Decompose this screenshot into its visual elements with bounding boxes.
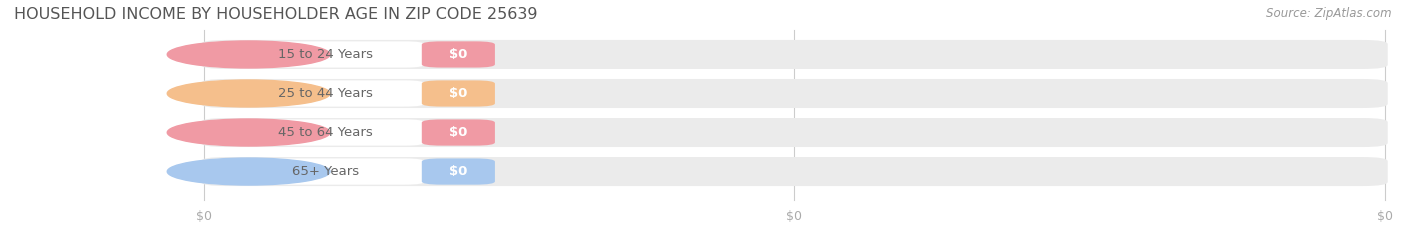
FancyBboxPatch shape (201, 157, 1388, 186)
Text: 45 to 64 Years: 45 to 64 Years (278, 126, 373, 139)
FancyBboxPatch shape (422, 119, 495, 146)
Circle shape (167, 80, 330, 107)
FancyBboxPatch shape (205, 41, 425, 68)
Text: 15 to 24 Years: 15 to 24 Years (278, 48, 373, 61)
FancyBboxPatch shape (201, 40, 1388, 69)
Text: HOUSEHOLD INCOME BY HOUSEHOLDER AGE IN ZIP CODE 25639: HOUSEHOLD INCOME BY HOUSEHOLDER AGE IN Z… (14, 7, 537, 22)
Text: $0: $0 (786, 210, 803, 223)
Text: 25 to 44 Years: 25 to 44 Years (278, 87, 373, 100)
FancyBboxPatch shape (205, 80, 425, 107)
FancyBboxPatch shape (201, 118, 1388, 147)
Text: 65+ Years: 65+ Years (292, 165, 359, 178)
Text: Source: ZipAtlas.com: Source: ZipAtlas.com (1267, 7, 1392, 20)
Text: $0: $0 (449, 126, 468, 139)
Text: $0: $0 (1376, 210, 1393, 223)
FancyBboxPatch shape (201, 79, 1388, 108)
Text: $0: $0 (449, 48, 468, 61)
FancyBboxPatch shape (422, 80, 495, 107)
Text: $0: $0 (449, 87, 468, 100)
FancyBboxPatch shape (422, 41, 495, 68)
Circle shape (167, 119, 330, 146)
Text: $0: $0 (195, 210, 212, 223)
FancyBboxPatch shape (205, 119, 425, 146)
FancyBboxPatch shape (422, 158, 495, 185)
Circle shape (167, 158, 330, 185)
FancyBboxPatch shape (205, 158, 425, 185)
Text: $0: $0 (449, 165, 468, 178)
Circle shape (167, 41, 330, 68)
